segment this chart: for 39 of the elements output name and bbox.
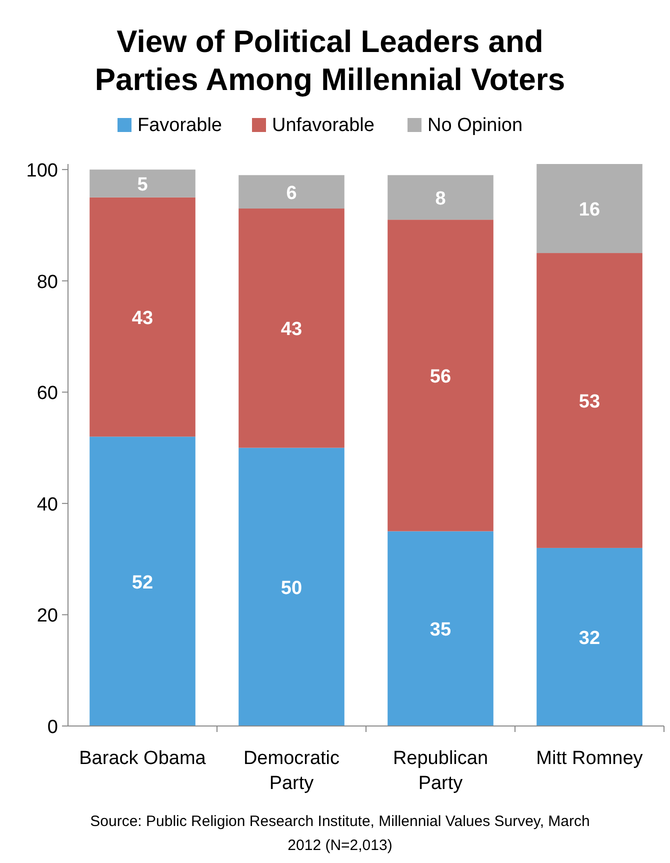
data-label: 8 xyxy=(435,188,446,210)
source-note: Source: Public Religion Research Institute, Millennial Values Survey, March 2012 (N=2,013) xyxy=(90,813,590,854)
data-label: 43 xyxy=(280,319,302,340)
legend-label: Favorable xyxy=(138,115,222,136)
x-tick-label: Barack Obama xyxy=(79,748,206,769)
data-label: 50 xyxy=(280,578,302,599)
x-tick-label: Republican Party xyxy=(392,748,488,794)
bar xyxy=(90,197,196,437)
data-label: 52 xyxy=(132,572,154,594)
data-label: 43 xyxy=(132,308,154,330)
y-tick-label: 60 xyxy=(36,383,58,404)
chart-title: View of Political Leaders and Parties Among Millennial Voters xyxy=(94,24,566,97)
legend-label: Unfavorable xyxy=(272,115,374,136)
data-label: 5 xyxy=(137,174,148,196)
data-label: 56 xyxy=(430,366,452,388)
bar xyxy=(90,170,196,198)
x-tick-label: Mitt Romney xyxy=(536,748,644,769)
data-label: 6 xyxy=(286,182,297,204)
legend-label: No Opinion xyxy=(428,115,523,136)
y-tick-label: 0 xyxy=(47,717,58,738)
bar xyxy=(388,531,494,726)
y-tick-label: 20 xyxy=(36,606,58,627)
bar xyxy=(388,220,494,532)
y-tick-label: 100 xyxy=(26,160,58,182)
bar xyxy=(536,164,642,254)
y-tick-label: 80 xyxy=(36,272,58,293)
data-label: 35 xyxy=(430,620,452,641)
bar xyxy=(90,436,196,726)
data-label: 53 xyxy=(578,391,600,412)
bar xyxy=(238,175,344,209)
data-label: 32 xyxy=(578,628,600,649)
bar xyxy=(388,175,494,220)
bar xyxy=(238,448,344,726)
bar xyxy=(536,253,642,548)
data-label: 16 xyxy=(578,200,600,221)
bar xyxy=(238,208,344,448)
bar xyxy=(536,548,642,726)
y-tick-label: 40 xyxy=(36,494,58,516)
x-tick-label: Democratic Party xyxy=(243,748,340,794)
